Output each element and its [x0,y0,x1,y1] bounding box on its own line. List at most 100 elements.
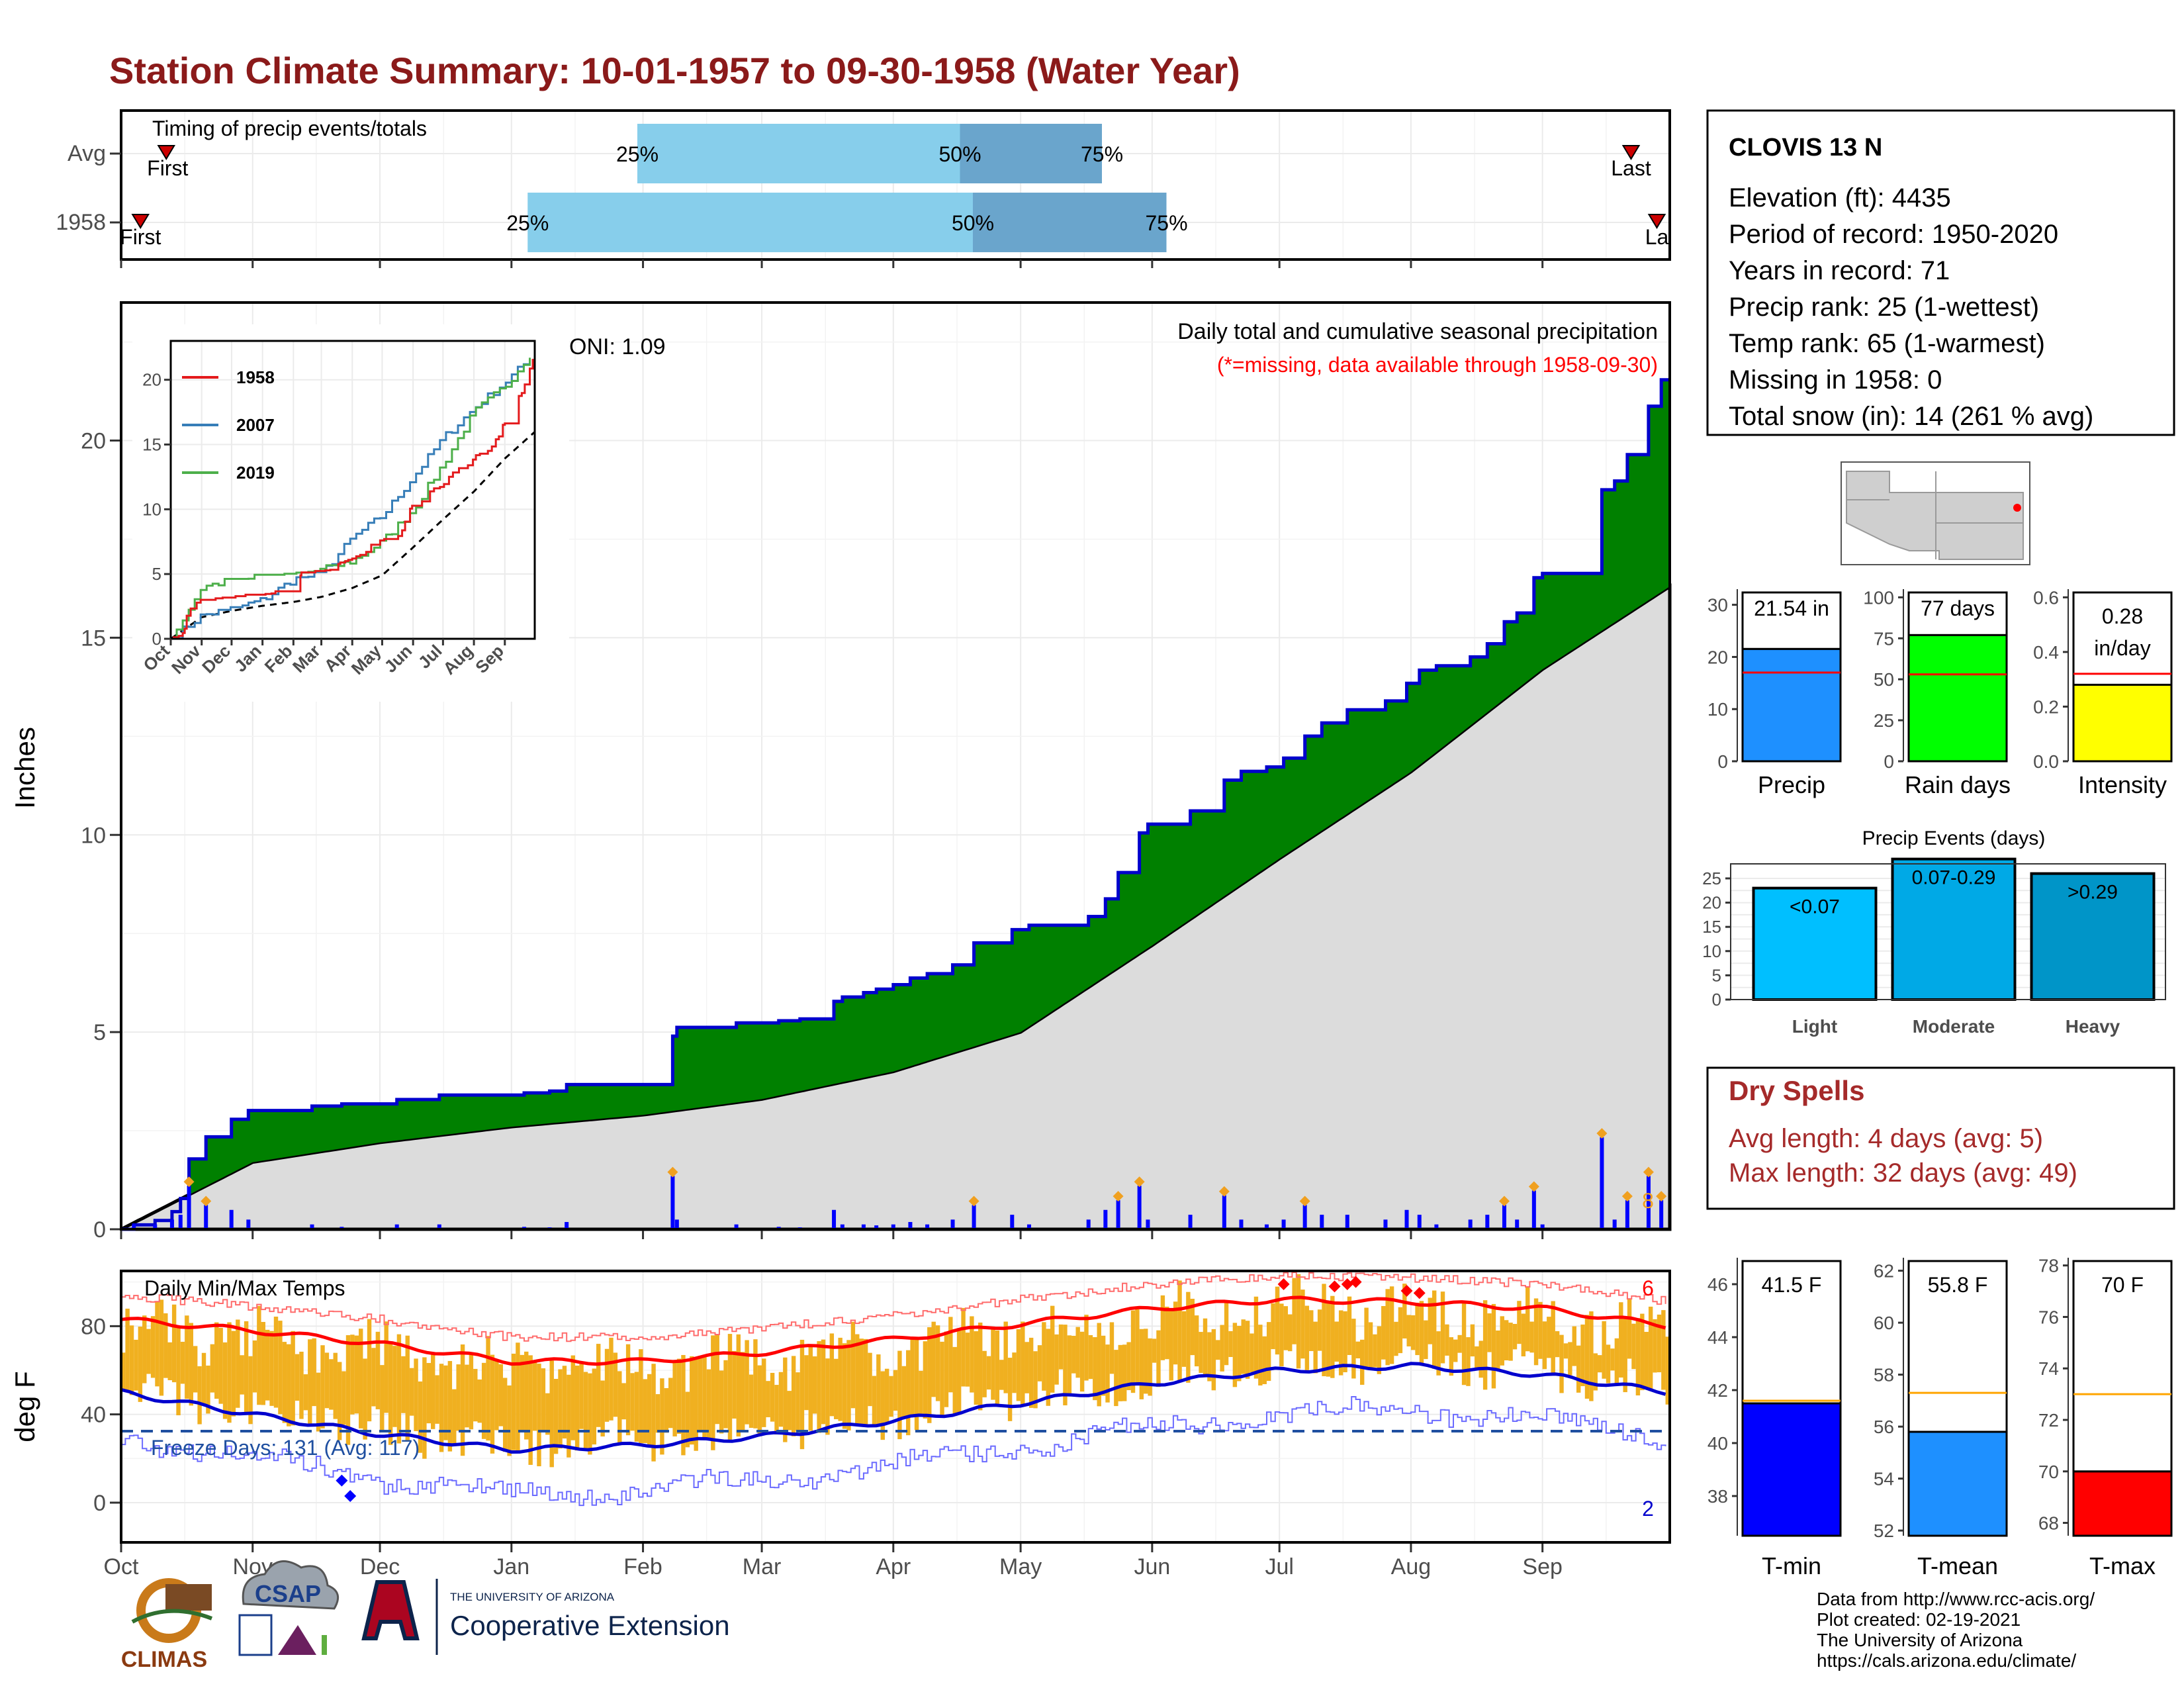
daily-temp-bar [1105,1344,1110,1403]
daily-temp-bar [1253,1296,1259,1379]
daily-temp-bar [380,1365,385,1430]
daily-temp-bar [1496,1330,1500,1371]
daily-temp-bar [486,1336,490,1441]
daily-temp-bar [1568,1342,1572,1376]
daily-temp-bar [770,1372,775,1422]
daily-temp-bar [965,1333,970,1387]
mini-bar-label-box [1907,591,2008,636]
daily-temp-bar [940,1341,944,1416]
temp-summary-tick-label: 46 [1707,1274,1728,1295]
daily-temp-bar [532,1362,537,1431]
daily-temp-bar [367,1319,372,1422]
daily-temp-bar [829,1333,835,1417]
daily-temp-bar [1262,1336,1267,1384]
temp-summary-label-box [2072,1260,2173,1473]
daily-temp-bar [791,1356,796,1436]
daily-temp-bar [1648,1306,1653,1391]
daily-temp-bar [804,1355,809,1411]
daily-temp-bar [1177,1280,1182,1381]
daily-temp-bar [783,1357,788,1442]
daily-temp-bar [490,1354,495,1454]
temp-summary-value-bar [1907,1430,2008,1537]
daily-temp-bar [732,1350,737,1419]
daily-precip-bar [1502,1205,1506,1229]
daily-temp-bar [261,1321,265,1405]
daily-temp-bar [647,1374,652,1447]
precip-events-bar [2030,872,2156,1001]
daily-temp-bar [919,1370,923,1417]
mini-bar-value [1907,633,2008,763]
daily-temp-bar [1122,1344,1127,1401]
daily-temp-bar [418,1381,423,1453]
daily-temp-bar [1398,1307,1403,1354]
daily-temp-bar [1453,1339,1458,1362]
station-precip-rank: Precip rank: 25 (1-wettest) [1729,293,2039,322]
daily-temp-bar [1079,1331,1085,1392]
event-marker [968,1196,979,1207]
daily-temp-bar [935,1325,940,1401]
daily-temp-bar [1373,1334,1377,1368]
daily-temp-bar [672,1360,677,1436]
month-label: Jun [1134,1554,1170,1579]
daily-precip-bar [1239,1219,1244,1229]
csap-logo: CSAP [238,1560,340,1656]
daily-precip-bar [153,1224,158,1229]
precip-y-tick-label: 0 [93,1217,106,1243]
daily-temp-bar [189,1323,193,1406]
daily-temp-bar [711,1335,715,1450]
daily-precip-bar [1659,1200,1664,1229]
daily-temp-bar [477,1379,482,1423]
temp-summary-value-label: 55.8 F [1928,1273,1988,1297]
daily-temp-bar [1461,1300,1467,1385]
temp-y-tick-label: 80 [81,1314,106,1339]
precip-y-tick-label: 5 [93,1020,106,1045]
daily-temp-bar [324,1352,330,1409]
climas-logo-text: CLIMAS [121,1647,207,1672]
timing-bar-50-75 [973,193,1167,252]
daily-temp-bar [1021,1321,1025,1405]
daily-temp-bar [1194,1315,1199,1367]
inset-legend-label: 1958 [236,367,275,387]
mini-bar-label-box [1741,591,1842,650]
daily-precip-bar [565,1222,569,1229]
daily-temp-bar [350,1335,355,1415]
daily-temp-bar [1250,1333,1254,1372]
daily-temp-bar [812,1356,817,1414]
daily-temp-bar [1631,1323,1636,1370]
daily-temp-bar [447,1361,453,1452]
daily-temp-bar [1097,1323,1101,1407]
precip-events-chart: Precip Events (days) 0 5 10 15 20 25 <0.07 Light… [1702,827,2166,1037]
daily-precip-bar [1146,1219,1150,1229]
daily-temp-bar [660,1378,664,1455]
daily-temp-bar [443,1365,448,1440]
daily-temp-bar [1580,1324,1585,1386]
daily-temp-bar [1576,1345,1581,1393]
precip-events-tick-label: 5 [1712,965,1721,985]
daily-precip-bar [1137,1186,1142,1229]
daily-temp-bar [222,1342,228,1419]
record-high-line [121,1272,1666,1342]
daily-temp-bar [1024,1342,1029,1393]
season-total-bars: 0 10 20 30 21.54 in Precip 0 25 50 75 100 77 days Ra… [1707,587,2173,798]
daily-temp-bar [1241,1319,1246,1374]
record-markers [336,1276,1426,1502]
daily-precip-bar [1531,1190,1536,1229]
daily-precip-bar [1281,1219,1286,1229]
event-marker [1656,1191,1667,1202]
precip-events-category: Moderate [1913,1016,1995,1037]
station-snow: Total snow (in): 14 (261 % avg) [1729,402,2093,431]
daily-temp-bar [341,1371,346,1425]
figure-title: Station Climate Summary: 10-01-1957 to 0… [109,50,1240,91]
station-period: Period of record: 1950-2020 [1729,220,2058,249]
station-info-box [1706,109,2175,436]
daily-temp-bar [1445,1324,1449,1356]
daily-temp-bar [974,1331,979,1405]
daily-temp-bar [354,1335,359,1414]
max-daily-label: 8 [1642,1189,1654,1213]
daily-temp-bar [1614,1338,1619,1385]
daily-temp-bar [1436,1331,1441,1376]
daily-temp-bar [214,1322,219,1399]
daily-temp-bar [655,1394,660,1433]
daily-temp-bar [1279,1303,1284,1367]
daily-temp-bar [901,1366,907,1419]
